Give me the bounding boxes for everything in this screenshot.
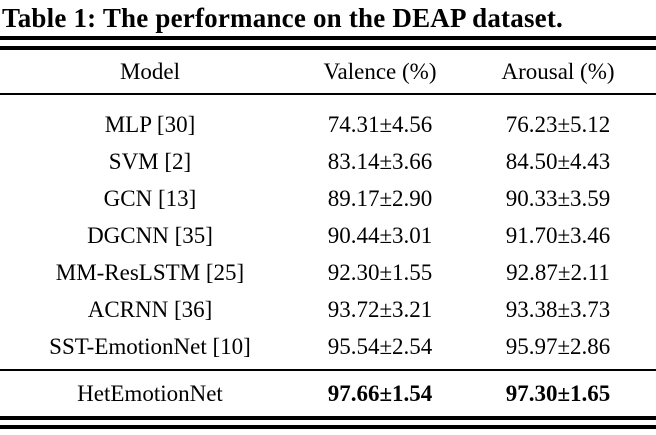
highlight-row: HetEmotionNet 97.66±1.54 97.30±1.65 <box>0 371 656 416</box>
arousal-cell: 91.70±3.46 <box>505 222 611 248</box>
table-header-row: Model Valence (%) Arousal (%) <box>0 50 656 93</box>
arousal-cell: 97.30±1.65 <box>505 380 611 406</box>
model-cell: DGCNN [35] <box>87 222 213 248</box>
arousal-cell: 84.50±4.43 <box>505 148 611 174</box>
arousal-cell: 93.38±3.73 <box>505 296 611 322</box>
table-row: SST-EmotionNet [10] 95.54±2.54 95.97±2.8… <box>0 328 656 365</box>
bottom-padding <box>0 429 656 434</box>
top-double-rule <box>0 36 656 50</box>
bottom-double-rule <box>0 416 656 429</box>
valence-cell: 93.72±3.21 <box>327 296 433 322</box>
arousal-cell: 90.33±3.59 <box>505 185 611 211</box>
rule-gap <box>0 40 656 46</box>
model-cell: SST-EmotionNet [10] <box>49 333 251 359</box>
table-body: MLP [30] 74.31±4.56 76.23±5.12 SVM [2] 8… <box>0 95 656 369</box>
arousal-cell: 95.97±2.86 <box>505 333 611 359</box>
table-caption: Table 1: The performance on the DEAP dat… <box>2 3 563 33</box>
model-cell: ACRNN [36] <box>87 296 213 322</box>
valence-cell: 92.30±1.55 <box>327 259 433 285</box>
table-row: ACRNN [36] 93.72±3.21 93.38±3.73 <box>0 291 656 328</box>
header-rule <box>0 93 656 95</box>
valence-cell: 95.54±2.54 <box>327 333 433 359</box>
model-cell: MLP [30] <box>104 111 196 137</box>
table-row: GCN [13] 89.17±2.90 90.33±3.59 <box>0 180 656 217</box>
valence-cell: 89.17±2.90 <box>327 185 433 211</box>
column-header-arousal: Arousal (%) <box>501 58 615 84</box>
arousal-cell: 92.87±2.11 <box>506 259 610 285</box>
model-cell: GCN [13] <box>103 185 197 211</box>
valence-cell: 83.14±3.66 <box>327 148 433 174</box>
rule-line <box>0 36 656 40</box>
model-cell: SVM [2] <box>108 148 192 174</box>
valence-cell: 90.44±3.01 <box>327 222 433 248</box>
model-cell: MM-ResLSTM [25] <box>55 259 245 285</box>
table-row: DGCNN [35] 90.44±3.01 91.70±3.46 <box>0 217 656 254</box>
rule-gap <box>0 420 656 425</box>
table-row: MLP [30] 74.31±4.56 76.23±5.12 <box>0 106 656 143</box>
table-row: SVM [2] 83.14±3.66 84.50±4.43 <box>0 143 656 180</box>
valence-cell: 97.66±1.54 <box>327 380 433 406</box>
mid-rule <box>0 369 656 371</box>
table-row: MM-ResLSTM [25] 92.30±1.55 92.87±2.11 <box>0 254 656 291</box>
column-header-valence: Valence (%) <box>323 58 437 84</box>
column-header-model: Model <box>119 58 181 84</box>
rule-line <box>0 46 656 50</box>
rule-line <box>0 416 656 420</box>
rule-line <box>0 425 656 429</box>
arousal-cell: 76.23±5.12 <box>505 111 611 137</box>
valence-cell: 74.31±4.56 <box>327 111 433 137</box>
model-cell: HetEmotionNet <box>77 380 223 406</box>
